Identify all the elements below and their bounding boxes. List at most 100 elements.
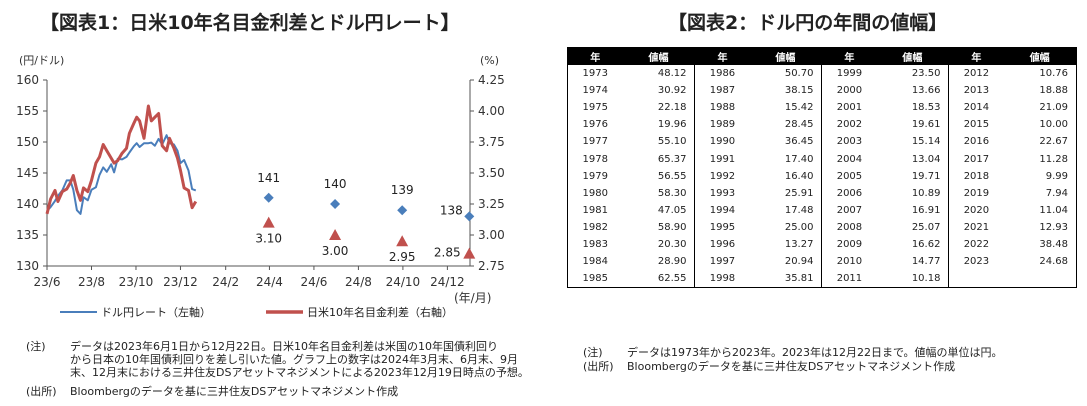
year-cell: 1989 [709, 119, 736, 131]
x-axis-unit: (年/月) [454, 291, 491, 305]
year-cell: 1979 [582, 170, 608, 182]
header-range: 値幅 [749, 48, 823, 65]
table-row: 1974 30.92 1987 38.15 2000 13.66 2013 18.88 [568, 82, 1076, 100]
left-tick-label: 130 [16, 259, 39, 273]
header-range: 値幅 [876, 48, 950, 65]
range-value-cell: 12.93 [1039, 221, 1068, 233]
left-tick-label: 140 [16, 197, 39, 211]
range-value-cell: 18.88 [1039, 85, 1068, 97]
range-value-cell: 38.15 [749, 82, 823, 100]
table-row: 1980 58.30 1993 25.91 2006 10.89 2019 7.94 [568, 184, 1076, 202]
range-value-cell: 13.27 [749, 235, 823, 254]
range-value-cell: 15.14 [876, 133, 950, 151]
range-value-cell: 9.99 [1045, 170, 1068, 182]
year-cell: 1978 [582, 153, 608, 165]
year-cell: 2017 [963, 153, 990, 165]
range-value-cell: 19.61 [876, 116, 950, 134]
range-value-cell: 25.00 [749, 218, 823, 236]
year-cell: 2003 [836, 136, 863, 148]
year-cell: 1991 [709, 153, 736, 165]
x-tick-label: 24/4 [256, 275, 283, 289]
left-note-line: データは2023年6月1日から12月22日。日米10年名目金利差は米国の10年国… [70, 340, 498, 353]
table-row: 1982 58.90 1995 25.00 2008 25.07 2021 12.93 [568, 218, 1076, 236]
range-value-cell: 15.42 [749, 99, 823, 117]
range-value-cell: 23.50 [876, 65, 950, 83]
usdjpy-forecast-marker [263, 192, 274, 203]
range-value-cell: 56.55 [622, 167, 696, 185]
left-note-label: (注) [26, 340, 46, 353]
range-value-cell: 48.12 [622, 65, 696, 83]
left-axis-unit: (円/ドル) [19, 54, 64, 67]
range-value-cell: 17.40 [749, 150, 823, 168]
year-cell: 1975 [582, 102, 608, 114]
year-cell: 2002 [836, 119, 863, 131]
x-tick-label: 24/10 [386, 275, 421, 289]
usdjpy-forecast-marker [464, 211, 475, 222]
spread-line [45, 104, 198, 215]
right-tick-label: 4.25 [478, 73, 505, 87]
right-source-body: Bloombergのデータを基に三井住友DSアセットマネジメント作成 [627, 360, 956, 373]
table-row: 1977 55.10 1990 36.45 2003 15.14 2016 22.67 [568, 133, 1076, 151]
range-value-cell: 20.94 [749, 253, 823, 271]
header-range: 値幅 [622, 48, 696, 65]
range-value-cell: 17.48 [749, 201, 823, 219]
year-cell: 1983 [582, 238, 608, 250]
table-row: 1983 20.30 1996 13.27 2009 16.62 2022 38.48 [568, 235, 1076, 254]
x-tick-label: 23/10 [119, 275, 154, 289]
usdjpy-forecast-marker [397, 205, 408, 216]
left-tick-label: 145 [16, 166, 39, 180]
right-note: (注) データは1973年から2023年。2023年は12月22日まで。値幅の単位… [583, 346, 1003, 359]
left-source: (出所) Bloombergのデータを基に三井住友DSアセットマネジメント作成 [26, 385, 398, 398]
right-tick-label: 3.75 [478, 135, 505, 149]
right-source: (出所) Bloombergのデータを基に三井住友DSアセットマネジメント作成 [583, 360, 955, 373]
usdjpy-forecast-label: 139 [391, 183, 414, 197]
header-year: 年 [948, 48, 1004, 65]
year-cell: 1984 [582, 256, 608, 268]
year-cell: 1981 [582, 204, 608, 216]
right-panel-title: 【図表2：ドル円の年間の値幅】 [668, 12, 948, 34]
header-year: 年 [821, 48, 877, 65]
spread-forecast-marker [329, 229, 342, 240]
year-cell: 1994 [709, 204, 736, 216]
range-value-cell: 10.89 [876, 184, 950, 202]
year-cell: 2018 [963, 170, 990, 182]
right-axis-unit: (%) [480, 54, 499, 67]
table-row: 1973 48.12 1986 50.70 1999 23.50 2012 10.76 [568, 65, 1076, 83]
x-tick-label: 24/2 [212, 275, 239, 289]
spread-forecast-marker [262, 216, 275, 228]
range-value-cell: 20.30 [622, 235, 696, 254]
range-value-cell: 7.94 [1045, 187, 1068, 199]
usdjpy-range-table: 年 値幅 年 値幅 年 値幅 年 値幅 1973 48.12 1986 50.70 19… [567, 47, 1077, 289]
range-value-cell: 10.00 [1039, 119, 1068, 131]
year-cell: 2001 [836, 102, 863, 114]
range-value-cell: 11.28 [1039, 153, 1068, 165]
range-value-cell: 35.81 [749, 270, 823, 288]
year-cell: 1999 [836, 68, 863, 80]
range-value-cell: 16.40 [749, 167, 823, 185]
year-cell: 1988 [709, 102, 736, 114]
x-tick-label: 24/6 [300, 275, 327, 289]
range-value-cell: 22.67 [1039, 136, 1068, 148]
year-cell: 1993 [709, 187, 736, 199]
left-tick-label: 135 [16, 228, 39, 242]
year-cell: 1997 [709, 256, 736, 268]
year-cell: 2022 [963, 238, 990, 250]
year-cell: 2013 [963, 85, 990, 97]
year-cell: 1976 [582, 119, 608, 131]
right-source-label: (出所) [583, 360, 614, 373]
range-value-cell: 18.53 [876, 99, 950, 117]
year-cell: 2007 [836, 204, 863, 216]
year-cell: 2019 [963, 187, 990, 199]
range-value-cell: 38.48 [1039, 238, 1068, 250]
range-value-cell: 19.96 [622, 116, 696, 134]
year-cell: 2011 [836, 273, 863, 285]
year-cell: 2009 [836, 238, 863, 250]
table-row: 1979 56.55 1992 16.40 2005 19.71 2018 9.99 [568, 167, 1076, 185]
table-row: 1985 62.55 1998 35.81 2011 10.18 [568, 270, 1076, 288]
range-value-cell: 28.45 [749, 116, 823, 134]
x-tick-label: 23/8 [78, 275, 105, 289]
table-row: 1978 65.37 1991 17.40 2004 13.04 2017 11.28 [568, 150, 1076, 168]
spread-forecast-marker [396, 235, 409, 247]
x-tick-label: 24/8 [345, 275, 372, 289]
range-value-cell: 13.66 [876, 82, 950, 100]
